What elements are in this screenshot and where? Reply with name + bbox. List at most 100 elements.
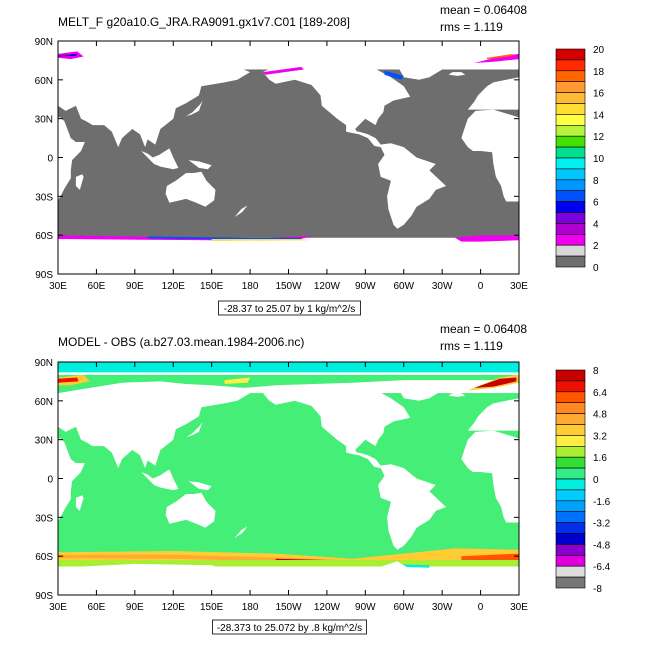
y-tick-label: 60N — [35, 397, 53, 408]
x-tick-label: 60W — [393, 602, 414, 613]
x-tick-label: 90E — [126, 281, 144, 292]
colorbar-swatch — [555, 413, 586, 425]
colorbar-label: -6.4 — [593, 562, 611, 573]
y-tick-label: 60N — [35, 76, 53, 87]
x-tick-label: 30W — [432, 602, 453, 613]
colorbar-swatch — [555, 391, 586, 403]
y-tick-label: 60S — [35, 231, 53, 242]
map-panel-2: MODEL - OBS (a.b27.03.mean.1984-2006.nc)… — [35, 322, 611, 635]
y-tick-label: 60S — [35, 552, 53, 563]
range-label: -28.37 to 25.07 by 1 kg/m^2/s — [224, 304, 355, 315]
colorbar-swatch — [555, 135, 586, 148]
continent-mask — [58, 59, 251, 148]
y-tick-label: 90N — [35, 37, 53, 48]
x-tick-label: 120E — [162, 281, 186, 292]
colorbar-label: 6.4 — [593, 388, 607, 399]
colorbar-swatch — [555, 125, 586, 137]
continent-mask — [346, 131, 446, 229]
y-tick-label: 30S — [35, 192, 53, 203]
melt-band-north — [487, 53, 513, 60]
colorbar-swatch — [555, 576, 586, 589]
x-tick-label: 150E — [200, 281, 224, 292]
colorbar-swatch — [555, 467, 586, 480]
x-tick-label: 150E — [200, 602, 224, 613]
colorbar-swatch — [555, 92, 586, 104]
panel-title: MELT_F g20a10.G_JRA.RA9091.gx1v7.C01 [18… — [58, 15, 350, 29]
colorbar-swatch — [555, 212, 586, 224]
range-box — [212, 619, 367, 635]
continent-mask — [58, 438, 85, 522]
continent-mask — [467, 398, 519, 431]
x-tick-label: 0 — [478, 602, 484, 613]
colorbar-swatch — [555, 435, 586, 447]
polar-mask — [58, 41, 519, 67]
colorbar-swatch — [555, 533, 586, 545]
colorbar-swatch — [555, 565, 586, 578]
colorbar-label: 12 — [593, 132, 605, 143]
map-area — [58, 362, 519, 595]
melt-band-north — [58, 54, 71, 56]
colorbar-swatch — [555, 478, 586, 491]
x-tick-label: 30E — [49, 602, 67, 613]
colorbar-swatch — [555, 114, 586, 126]
continent-mask — [262, 385, 411, 456]
continent-mask — [165, 492, 216, 528]
x-tick-label: 60W — [393, 281, 414, 292]
rms-value: rms = 1.119 — [440, 339, 503, 353]
continent-mask — [467, 77, 519, 110]
melt-band-south — [147, 236, 302, 240]
colorbar-label: 3.2 — [593, 431, 607, 442]
y-tick-label: 90S — [35, 270, 53, 281]
x-tick-label: 30E — [510, 602, 528, 613]
southern-anomaly — [461, 553, 519, 562]
continent-mask — [262, 64, 411, 135]
colorbar-swatch — [555, 522, 586, 534]
x-tick-label: 150W — [275, 602, 302, 613]
continent-mask — [58, 380, 251, 469]
colorbar-swatch — [555, 500, 586, 512]
colorbar-swatch — [555, 544, 586, 556]
continent-mask — [75, 495, 84, 511]
x-tick-label: 90W — [355, 602, 376, 613]
continent-mask — [461, 430, 519, 523]
colorbar-swatch — [555, 168, 586, 181]
map-panel-1: MELT_F g20a10.G_JRA.RA9091.gx1v7.C01 [18… — [35, 3, 605, 316]
colorbar-swatch — [555, 554, 586, 567]
map-area — [58, 41, 519, 274]
x-tick-label: 0 — [478, 281, 484, 292]
colorbar-swatch — [555, 424, 586, 436]
y-tick-label: 0 — [47, 154, 53, 165]
range-box — [218, 300, 361, 316]
colorbar-swatch — [555, 445, 586, 458]
x-tick-label: 120W — [314, 602, 341, 613]
x-tick-label: 60E — [88, 602, 106, 613]
continent-mask — [141, 148, 179, 170]
x-tick-label: 180 — [242, 281, 259, 292]
arctic-anomaly — [224, 377, 251, 384]
continent-mask — [188, 160, 212, 170]
antarctica-mask — [58, 561, 519, 595]
colorbar-swatch — [555, 511, 586, 523]
colorbar-swatch — [555, 179, 586, 192]
x-tick-label: 120E — [162, 602, 186, 613]
colorbar-label: 1.6 — [593, 453, 607, 464]
continent-mask — [165, 171, 216, 207]
continent-mask — [448, 72, 466, 76]
x-tick-label: 30E — [49, 281, 67, 292]
continent-mask — [346, 452, 446, 550]
continent-mask — [186, 421, 203, 438]
continent-mask — [186, 100, 203, 117]
continent-mask — [234, 205, 248, 217]
melt-band-south — [455, 235, 519, 242]
colorbar-swatch — [555, 255, 586, 268]
colorbar-label: 20 — [593, 45, 605, 56]
y-tick-label: 90S — [35, 591, 53, 602]
melt-band-north — [384, 70, 404, 80]
colorbar-label: -1.6 — [593, 497, 611, 508]
continent-mask — [188, 481, 212, 491]
colorbar-label: -4.8 — [593, 540, 611, 551]
range-label: -28.373 to 25.072 by .8 kg/m^2/s — [217, 623, 362, 634]
x-tick-label: 90W — [355, 281, 376, 292]
arctic-anomaly — [474, 377, 517, 388]
colorbar-swatch — [555, 402, 586, 414]
